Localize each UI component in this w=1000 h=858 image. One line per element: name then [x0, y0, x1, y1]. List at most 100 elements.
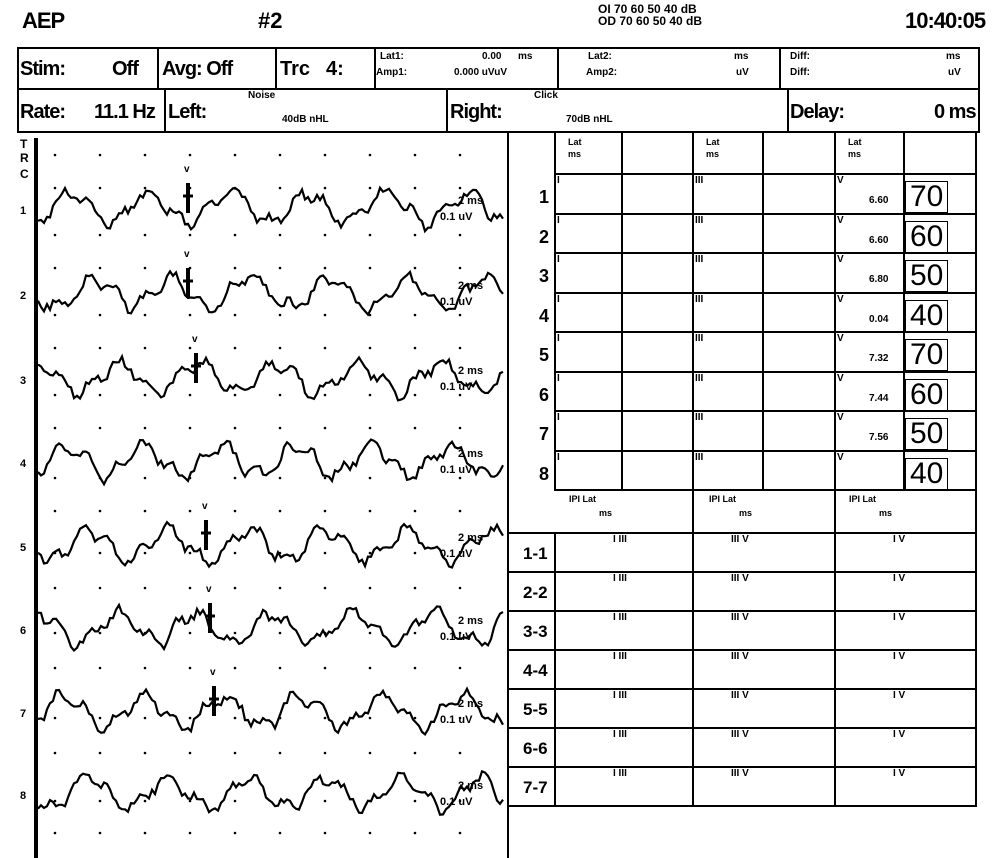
trc-label: Trc	[280, 58, 311, 80]
table-grid-line	[903, 133, 905, 489]
diff-amplitude-label: Diff:	[790, 67, 810, 78]
ipi-header: IPI Lat	[569, 494, 597, 504]
wave-iii-mark[interactable]: III	[695, 412, 704, 423]
waveform-trace[interactable]	[37, 353, 504, 402]
time-scale-label: 2 ms	[458, 365, 483, 377]
wave-iii-mark[interactable]: III	[695, 175, 704, 186]
wave-v-mark[interactable]: V	[837, 175, 844, 186]
ipi-i-iii: I III	[613, 651, 627, 662]
ipi-i-v: I V	[893, 651, 906, 662]
waveform-trace[interactable]	[37, 769, 504, 816]
intensity-db-label: 60	[905, 378, 949, 411]
wave-i-mark[interactable]: I	[557, 412, 560, 423]
trc-value[interactable]: 4:	[326, 58, 344, 80]
table-grid-line	[692, 490, 694, 532]
rate-value[interactable]: 11.1 Hz	[94, 101, 156, 123]
wave-v-mark[interactable]: V	[837, 333, 844, 344]
lat1-label: Lat1:	[380, 51, 404, 62]
latency-row-number: 3	[539, 266, 550, 286]
wave-v-marker[interactable]: v	[202, 501, 208, 512]
table-grid-line	[554, 449, 977, 452]
time-scale-label: 2 ms	[458, 698, 483, 710]
waveform-trace[interactable]	[37, 438, 504, 487]
ipi-i-iii: I III	[613, 573, 627, 584]
latency-row-number: 6	[539, 384, 550, 405]
diff-latency-unit: ms	[946, 51, 961, 62]
noise-label: Noise	[248, 90, 276, 101]
ipi-header-unit: ms	[599, 508, 613, 518]
wave-i-mark[interactable]: I	[557, 293, 560, 305]
amp1-value: 0.000 uVuV	[454, 67, 507, 78]
wave-v-marker[interactable]: v	[184, 249, 190, 260]
time-scale-label: 2 ms	[458, 615, 483, 627]
waveform-trace[interactable]	[37, 602, 504, 652]
wave-v-mark[interactable]: V	[837, 451, 844, 463]
click-level[interactable]: 70dB nHL	[566, 114, 613, 125]
waveform-panel[interactable]: 1 2 ms 0.1 uV v 2 2 ms 0.1 uV v 3 2 ms 0.1 uV v 4 2 m…	[0, 133, 510, 858]
wave-v-latency: 7.32	[869, 353, 889, 364]
right-ear-label: Right:	[450, 101, 503, 123]
ipi-header-unit: ms	[739, 508, 753, 518]
noise-level[interactable]: 40dB nHL	[282, 114, 329, 125]
wave-v-mark[interactable]: V	[837, 412, 844, 423]
waveform-trace[interactable]	[37, 185, 504, 234]
ipi-iii-v: III V	[731, 534, 749, 545]
table-grid-line	[509, 766, 977, 768]
wave-v-mark[interactable]: V	[837, 293, 844, 305]
table-grid-line	[834, 532, 836, 805]
wave-v-mark[interactable]: V	[837, 372, 844, 384]
table-grid-line	[554, 370, 977, 373]
interpeak-latency-table: IPI Lat ms IPI Lat ms IPI Lat ms 1-1 I III III V…	[509, 490, 977, 820]
table-grid-line	[621, 133, 623, 489]
wave-v-mark[interactable]: V	[837, 254, 844, 265]
stim-label: Stim:	[20, 58, 66, 80]
delay-value[interactable]: 0 ms	[934, 101, 977, 123]
table-grid-line	[509, 610, 977, 612]
intensity-db-label: 50	[905, 260, 949, 292]
wave-i-mark[interactable]: I	[557, 214, 560, 226]
table-grid-line	[554, 252, 977, 254]
amp2-label: Amp2:	[586, 67, 618, 78]
intensity-list-od: OD 70 60 50 40 dB	[598, 14, 703, 28]
wave-v-latency: 0.04	[869, 313, 889, 325]
amplitude-scale-label: 0.1 uV	[440, 211, 473, 223]
ipi-iii-v: III V	[731, 612, 749, 623]
stim-value[interactable]: Off	[112, 58, 139, 80]
waveform-trace[interactable]	[37, 520, 504, 570]
wave-v-marker[interactable]: v	[192, 334, 198, 345]
wave-i-mark[interactable]: I	[557, 372, 560, 384]
table-grid-line	[554, 291, 977, 294]
click-label: Click	[534, 90, 558, 101]
wave-i-mark[interactable]: I	[557, 451, 560, 463]
wave-v-marker[interactable]: v	[206, 584, 212, 595]
latency-row-number: 5	[539, 345, 550, 365]
lat2-unit: ms	[734, 51, 749, 62]
wave-iii-mark[interactable]: III	[695, 254, 704, 265]
waveform-trace[interactable]	[37, 269, 504, 317]
avg-setting[interactable]: Avg: Off	[162, 58, 233, 80]
wave-i-mark[interactable]: I	[557, 333, 560, 344]
rate-label: Rate:	[20, 101, 66, 123]
wave-i-mark[interactable]: I	[557, 254, 560, 265]
time-scale-label: 2 ms	[458, 280, 483, 292]
table-grid-line	[834, 490, 836, 532]
trace-number: 5	[20, 542, 26, 554]
diff-amplitude-unit: uV	[948, 67, 961, 78]
latency-header: Lat	[848, 137, 862, 147]
wave-v-marker[interactable]: v	[210, 667, 216, 678]
latency-header-unit: ms	[848, 149, 862, 159]
wave-iii-mark[interactable]: III	[695, 214, 704, 226]
wave-v-marker[interactable]: v	[184, 164, 190, 175]
latency-header: Lat	[568, 137, 582, 147]
amplitude-scale-label: 0.1 uV	[440, 631, 473, 643]
amplitude-scale-label: 0.1 uV	[440, 464, 473, 476]
wave-iii-mark[interactable]: III	[695, 293, 704, 305]
latency-row-number: 2	[539, 226, 550, 247]
wave-i-mark[interactable]: I	[557, 175, 560, 186]
wave-iii-mark[interactable]: III	[695, 372, 704, 384]
wave-v-mark[interactable]: V	[837, 214, 844, 226]
wave-iii-mark[interactable]: III	[695, 451, 704, 463]
latency-row-number: 8	[539, 463, 550, 484]
wave-iii-mark[interactable]: III	[695, 333, 704, 344]
waveform-trace[interactable]	[37, 686, 504, 737]
